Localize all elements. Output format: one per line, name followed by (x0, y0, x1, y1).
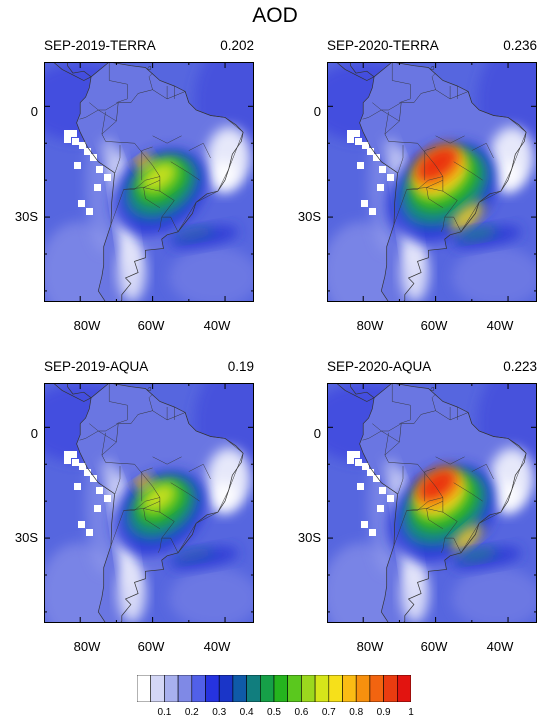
x-tick-label-40w: 40W (203, 318, 231, 333)
colorbar-swatch (177, 675, 193, 702)
panel-mean-value: 0.223 (503, 359, 537, 374)
y-tick-label-30s-right-bottom: 30S (297, 530, 321, 545)
colorbar-tick-label: 0.2 (184, 707, 199, 718)
colorbar-swatch (355, 675, 371, 702)
y-tick-label-30s-left-top: 30S (14, 209, 38, 224)
colorbar-swatch (396, 675, 411, 702)
panel-title: SEP-2020-TERRA (327, 38, 439, 53)
aod-map (44, 383, 254, 623)
colorbar-swatch (164, 675, 179, 702)
x-tick-label-60w: 60W (137, 639, 165, 654)
colorbar-swatch (287, 675, 302, 702)
y-tick-label-30s-left-bottom: 30S (14, 530, 38, 545)
panel-title: SEP-2019-AQUA (44, 359, 149, 374)
colorbar-tick-label: 0.1 (157, 707, 172, 718)
y-tick-label-0-left-bottom: 0 (30, 426, 38, 441)
map-panel-sep-2020-terra: SEP-2020-TERRA 0.236 (327, 38, 537, 302)
y-tick-label-0-left-top: 0 (30, 104, 38, 119)
aod-map (327, 383, 537, 623)
x-tick-label-60w: 60W (420, 318, 448, 333)
map-panel-sep-2019-aqua: SEP-2019-AQUA 0.19 (44, 359, 254, 623)
colorbar-swatch (314, 675, 330, 702)
colorbar-swatch (150, 675, 165, 702)
x-tick-label-60w: 60W (137, 318, 165, 333)
x-tick-label-60w: 60W (420, 639, 448, 654)
colorbar-tick-label: 1 (408, 707, 414, 718)
panel-mean-value: 0.202 (220, 38, 254, 53)
map-panel-sep-2020-aqua: SEP-2020-AQUA 0.223 (327, 359, 537, 623)
panel-title: SEP-2020-AQUA (327, 359, 432, 374)
aod-map (327, 62, 537, 302)
figure-title: AOD (252, 4, 298, 27)
colorbar-tick-label: 0.5 (267, 707, 281, 718)
map-panel-sep-2019-terra: SEP-2019-TERRA 0.202 (44, 38, 254, 302)
panel-mean-value: 0.19 (227, 359, 254, 374)
colorbar-tick-label: 0.4 (239, 707, 254, 718)
colorbar-swatch (205, 675, 220, 702)
colorbar (137, 675, 411, 702)
colorbar-swatch (369, 675, 384, 702)
colorbar-tick-label: 0.9 (376, 707, 391, 718)
y-tick-label-0-right-top: 0 (313, 104, 321, 119)
x-tick-label-40w: 40W (486, 639, 514, 654)
colorbar-tick-label: 0.7 (321, 707, 336, 718)
x-tick-label-80w: 80W (356, 318, 384, 333)
colorbar-swatch (260, 675, 275, 702)
colorbar-tick-label: 0.3 (212, 707, 227, 718)
y-tick-label-30s-right-top: 30S (297, 209, 321, 224)
x-tick-label-80w: 80W (73, 318, 101, 333)
colorbar-swatch (342, 675, 357, 702)
aod-map (44, 62, 254, 302)
x-tick-label-40w: 40W (486, 318, 514, 333)
colorbar-swatch (273, 675, 288, 702)
colorbar-swatch (137, 675, 151, 702)
x-tick-label-80w: 80W (356, 639, 384, 654)
y-tick-label-0-right-bottom: 0 (313, 426, 321, 441)
colorbar-swatch (328, 675, 343, 702)
colorbar-swatch (191, 675, 206, 702)
colorbar-tick-label: 0.6 (294, 707, 309, 718)
colorbar-swatch (218, 675, 234, 702)
colorbar-swatch (246, 675, 261, 702)
panel-title: SEP-2019-TERRA (44, 38, 156, 53)
panel-mean-value: 0.236 (503, 38, 537, 53)
colorbar-swatch (301, 675, 316, 702)
colorbar-swatch (383, 675, 398, 702)
colorbar-tick-label: 0.8 (349, 707, 364, 718)
x-tick-label-80w: 80W (73, 639, 101, 654)
x-tick-label-40w: 40W (203, 639, 231, 654)
colorbar-swatch (232, 675, 247, 702)
